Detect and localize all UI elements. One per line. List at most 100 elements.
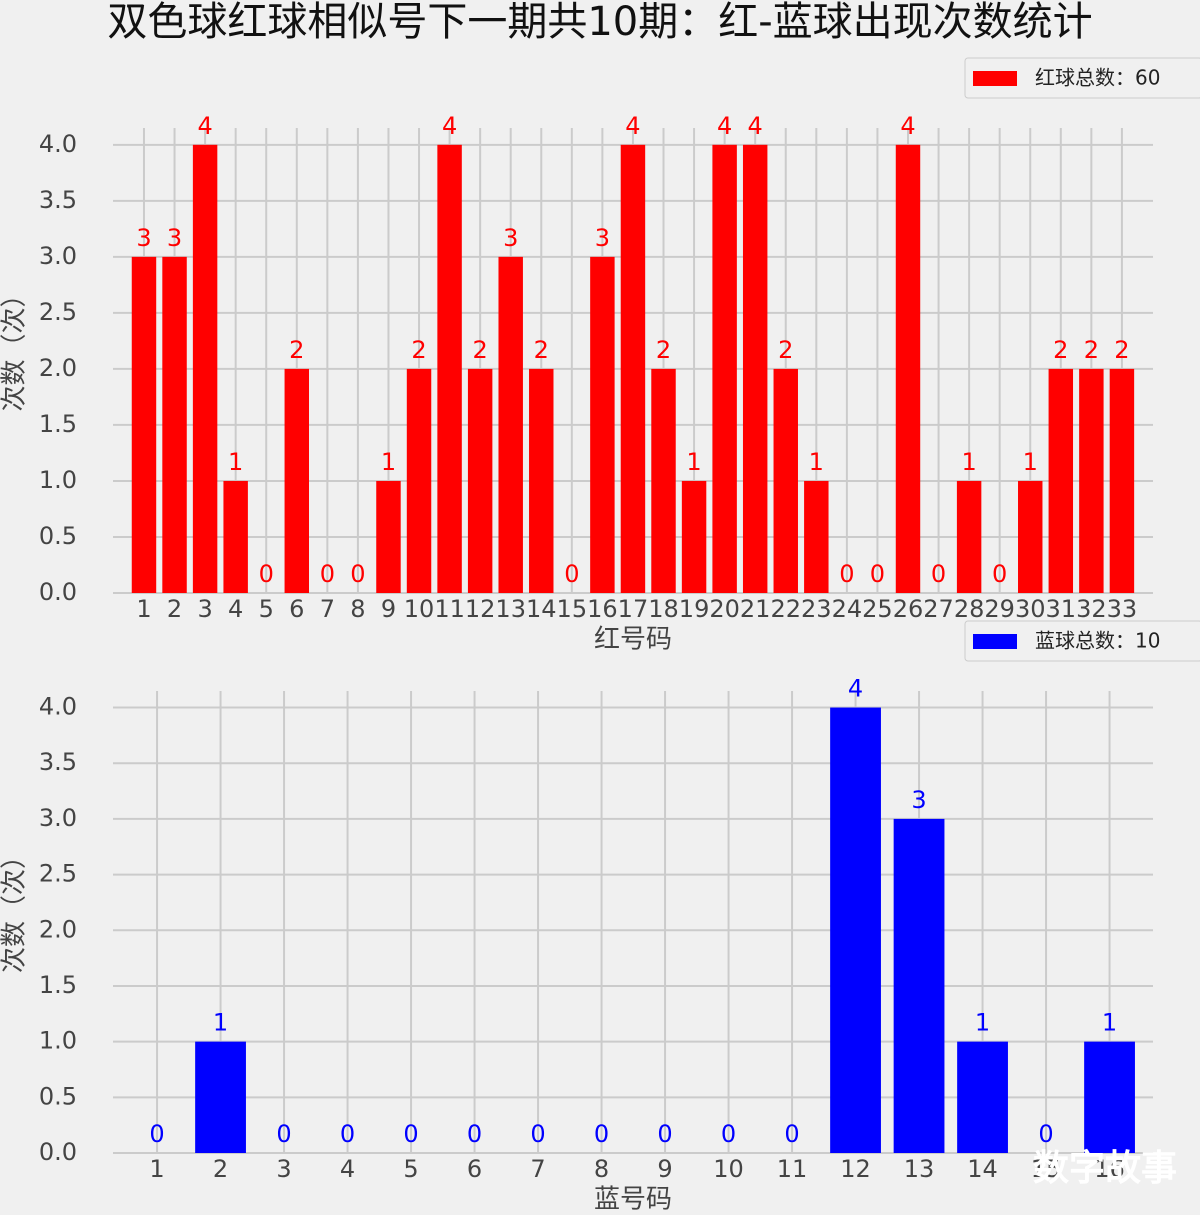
- x-tick-label: 5: [403, 1155, 418, 1183]
- value-label: 1: [381, 448, 396, 476]
- value-label: 3: [503, 224, 518, 252]
- x-tick-label: 20: [709, 595, 740, 623]
- x-tick-label: 12: [840, 1155, 871, 1183]
- legend-swatch: [973, 71, 1017, 86]
- value-label: 1: [975, 1009, 990, 1037]
- bar: [1084, 1041, 1135, 1153]
- bar: [804, 480, 829, 593]
- bar: [131, 256, 157, 593]
- value-label: 0: [530, 1120, 545, 1148]
- x-tick-label: 4: [340, 1155, 355, 1183]
- value-label: 2: [473, 336, 488, 364]
- x-tick-label: 33: [1107, 595, 1138, 623]
- x-tick-label: 25: [862, 595, 893, 623]
- x-tick-label: 26: [893, 595, 924, 623]
- y-tick-label: 1.0: [39, 466, 77, 494]
- value-label: 0: [276, 1120, 291, 1148]
- value-label: 4: [197, 112, 212, 140]
- value-label: 0: [839, 560, 854, 588]
- x-tick-label: 29: [984, 595, 1015, 623]
- bar: [498, 256, 523, 593]
- bar: [651, 368, 676, 593]
- x-tick-label: 17: [618, 595, 649, 623]
- x-tick-label: 10: [713, 1155, 744, 1183]
- value-label: 0: [350, 560, 365, 588]
- y-tick-label: 0.0: [39, 1138, 77, 1166]
- x-axis-label: 蓝号码: [594, 1185, 672, 1215]
- y-tick-label: 1.5: [39, 410, 77, 438]
- bar: [1079, 368, 1104, 593]
- y-tick-label: 4.0: [39, 693, 77, 721]
- y-tick-label: 0.0: [39, 578, 77, 606]
- x-tick-label: 9: [657, 1155, 672, 1183]
- value-label: 0: [657, 1120, 672, 1148]
- y-tick-label: 2.5: [39, 298, 77, 326]
- bar: [620, 144, 646, 593]
- bar: [1018, 480, 1043, 593]
- value-label: 3: [167, 224, 182, 252]
- y-tick-label: 2.5: [39, 860, 77, 888]
- y-tick-label: 1.5: [39, 971, 77, 999]
- y-axis-label: 次数（次）: [0, 281, 30, 411]
- x-tick-label: 2: [213, 1155, 228, 1183]
- value-label: 0: [1038, 1120, 1053, 1148]
- x-tick-label: 16: [587, 595, 618, 623]
- bar: [223, 480, 248, 593]
- value-label: 2: [778, 336, 793, 364]
- watermark: 数字故事: [1033, 1148, 1177, 1189]
- x-tick-label: 13: [904, 1155, 935, 1183]
- value-label: 4: [717, 112, 732, 140]
- legend-label: 蓝球总数：10: [1035, 629, 1160, 653]
- value-label: 0: [564, 560, 579, 588]
- value-label: 0: [721, 1120, 736, 1148]
- x-tick-label: 5: [259, 595, 274, 623]
- bar: [406, 368, 432, 593]
- value-label: 0: [149, 1120, 164, 1148]
- bar: [681, 480, 707, 593]
- x-tick-label: 11: [434, 595, 465, 623]
- value-label: 1: [809, 448, 824, 476]
- x-tick-label: 19: [679, 595, 710, 623]
- bar: [895, 144, 921, 593]
- x-tick-label: 23: [801, 595, 832, 623]
- bar: [590, 256, 615, 593]
- y-tick-label: 2.0: [39, 354, 77, 382]
- value-label: 0: [403, 1120, 418, 1148]
- bar: [437, 144, 462, 593]
- value-label: 4: [900, 112, 915, 140]
- value-label: 4: [748, 112, 763, 140]
- y-tick-label: 2.0: [39, 915, 77, 943]
- value-label: 0: [870, 560, 885, 588]
- x-tick-label: 14: [526, 595, 557, 623]
- value-label: 0: [467, 1120, 482, 1148]
- value-label: 0: [992, 560, 1007, 588]
- x-axis-label: 红号码: [594, 625, 672, 655]
- bar: [284, 368, 310, 593]
- x-tick-label: 4: [228, 595, 243, 623]
- chart-title: 双色球红球相似号下一期共10期：红-蓝球出现次数统计: [107, 0, 1092, 45]
- value-label: 2: [656, 336, 671, 364]
- x-tick-label: 6: [467, 1155, 482, 1183]
- value-label: 0: [340, 1120, 355, 1148]
- x-tick-label: 31: [1046, 595, 1077, 623]
- x-tick-label: 2: [167, 595, 182, 623]
- x-tick-label: 10: [404, 595, 435, 623]
- value-label: 2: [289, 336, 304, 364]
- y-tick-label: 0.5: [39, 522, 77, 550]
- x-tick-label: 16: [1094, 1155, 1125, 1183]
- value-label: 0: [594, 1120, 609, 1148]
- value-label: 4: [848, 675, 863, 703]
- x-tick-label: 32: [1076, 595, 1107, 623]
- value-label: 0: [931, 560, 946, 588]
- value-label: 1: [213, 1009, 228, 1037]
- y-tick-label: 3.5: [39, 748, 77, 776]
- value-label: 2: [1114, 336, 1129, 364]
- bar: [830, 707, 881, 1153]
- value-label: 3: [595, 224, 610, 252]
- value-label: 3: [911, 786, 926, 814]
- y-tick-label: 3.0: [39, 804, 77, 832]
- value-label: 1: [1102, 1009, 1117, 1037]
- bar: [529, 368, 554, 593]
- x-tick-label: 18: [648, 595, 679, 623]
- x-tick-label: 22: [770, 595, 801, 623]
